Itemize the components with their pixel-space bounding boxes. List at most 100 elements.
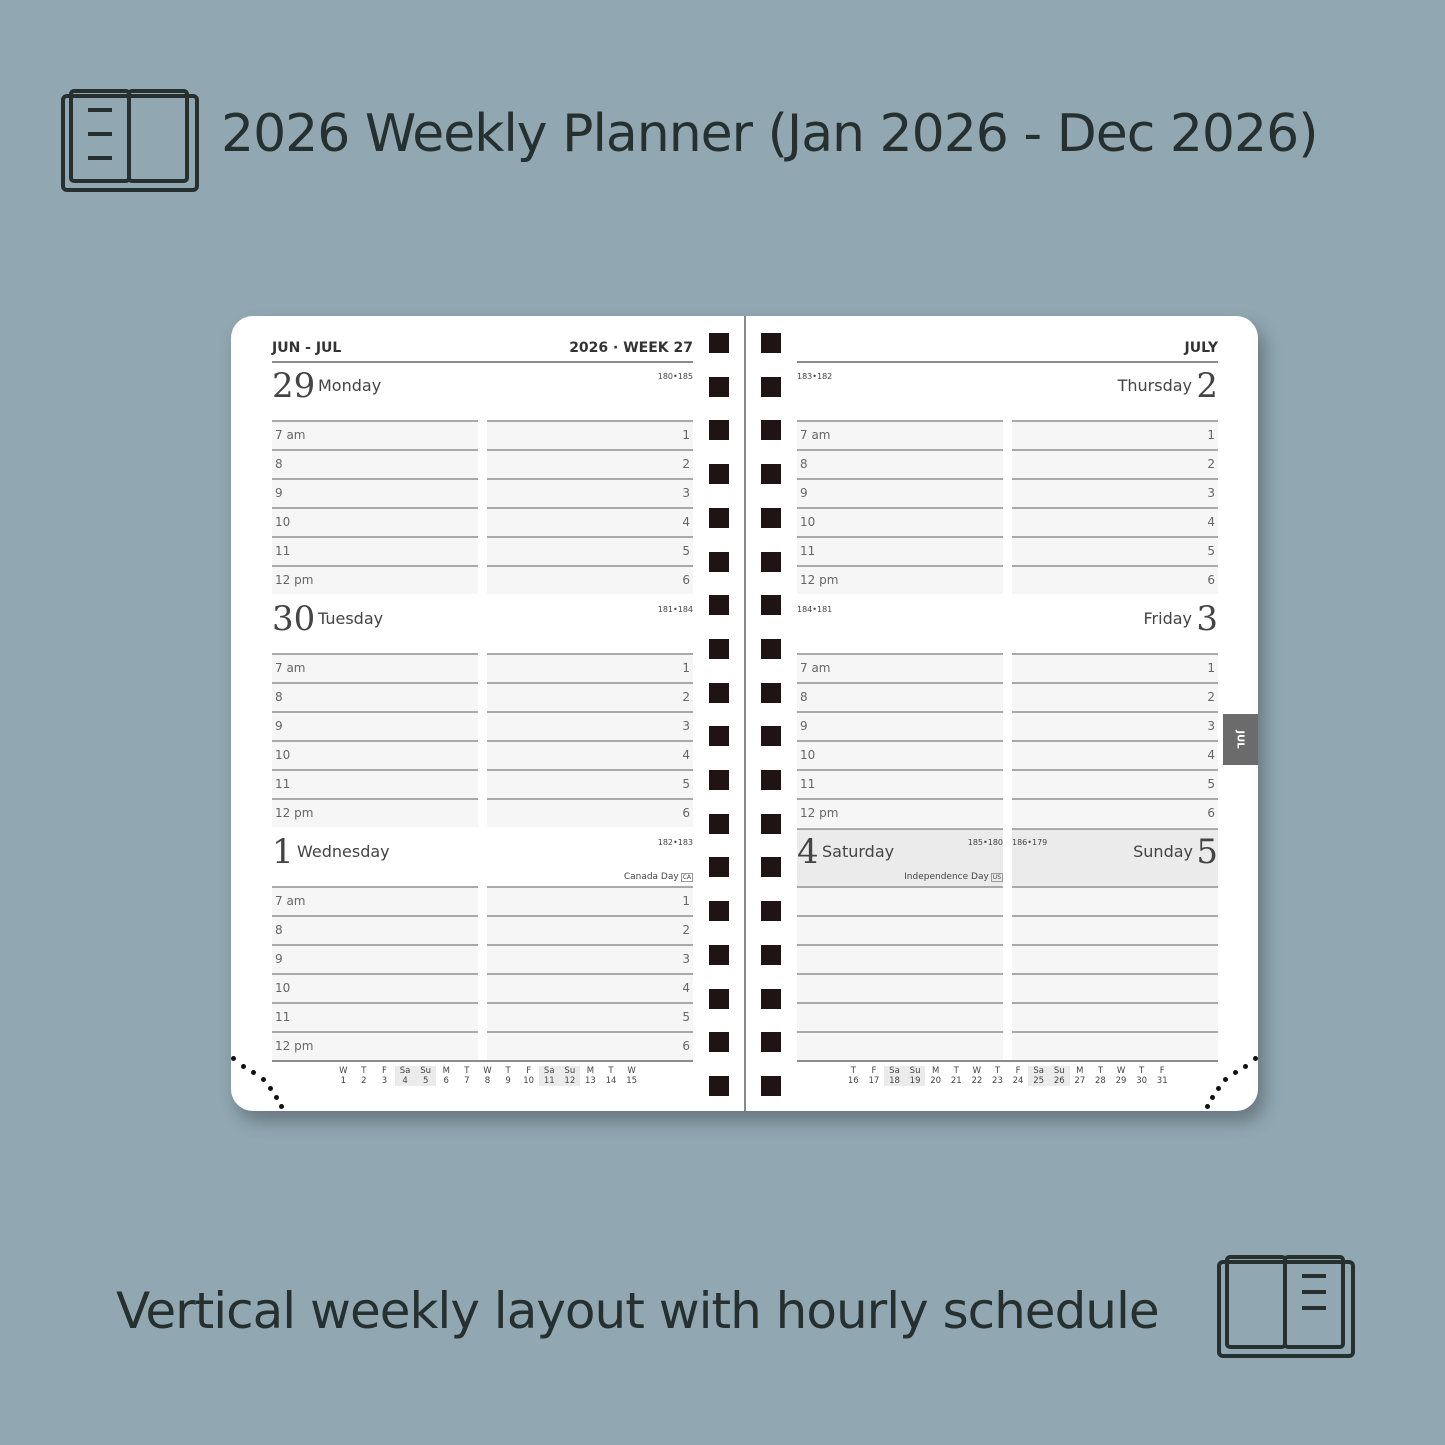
hour-slot[interactable]: 7 am xyxy=(272,420,478,449)
weekday-letter: F xyxy=(1159,1066,1165,1076)
weekend-slot[interactable] xyxy=(797,1031,1003,1060)
mini-calendar-day: W 22 xyxy=(967,1066,988,1086)
date-number: 13 xyxy=(585,1076,596,1086)
spiral-hole xyxy=(761,507,781,528)
hour-slot[interactable]: 12 pm xyxy=(797,798,1003,827)
hour-slot[interactable]: 11 xyxy=(797,769,1003,798)
weekday-letter: M xyxy=(932,1066,940,1076)
weekend-slot[interactable] xyxy=(1012,886,1218,915)
hour-slot[interactable]: 11 xyxy=(272,769,478,798)
numbered-slot[interactable]: 3 xyxy=(487,944,693,973)
holiday-label: Canada Day CA xyxy=(472,872,693,882)
weekday-letter: W xyxy=(627,1066,636,1076)
corner-dot xyxy=(241,1064,246,1069)
hour-slot[interactable]: 11 xyxy=(272,536,478,565)
numbered-slot[interactable]: 1 xyxy=(487,420,693,449)
weekday-letter: T xyxy=(953,1066,959,1076)
numbered-slot[interactable]: 4 xyxy=(1012,507,1218,536)
numbered-slot[interactable]: 2 xyxy=(1012,682,1218,711)
hour-slot[interactable]: 12 pm xyxy=(797,565,1003,594)
day-number: 30 xyxy=(272,599,316,639)
mini-calendar-day: F 17 xyxy=(864,1066,885,1086)
numbered-slot[interactable]: 1 xyxy=(1012,420,1218,449)
holiday-country-badge: US xyxy=(990,873,1003,882)
numbered-slot[interactable]: 6 xyxy=(487,1031,693,1060)
hour-slot[interactable]: 8 xyxy=(797,449,1003,478)
hour-slot[interactable]: 7 am xyxy=(272,653,478,682)
date-number: 18 xyxy=(889,1076,900,1086)
numbered-slot[interactable]: 4 xyxy=(487,973,693,1002)
weekend-slot[interactable] xyxy=(1012,1002,1218,1031)
numbered-slot[interactable]: 4 xyxy=(1012,740,1218,769)
numbered-slot[interactable]: 2 xyxy=(487,915,693,944)
day-of-year: 184•181 xyxy=(797,605,833,614)
right-page-month: JULY xyxy=(1184,340,1218,356)
numbered-slot[interactable]: 6 xyxy=(487,565,693,594)
numbered-slot[interactable]: 3 xyxy=(487,711,693,740)
numbered-slot[interactable]: 2 xyxy=(487,449,693,478)
numbered-slot[interactable]: 5 xyxy=(1012,536,1218,565)
hour-slot[interactable]: 7 am xyxy=(797,420,1003,449)
hour-slot[interactable]: 8 xyxy=(272,449,478,478)
month-tab-label: JUL xyxy=(1235,730,1246,749)
hour-slot[interactable]: 12 pm xyxy=(272,1031,478,1060)
weekday-letter: W xyxy=(972,1066,982,1076)
hour-slot[interactable]: 9 xyxy=(797,478,1003,507)
numbered-slot[interactable]: 5 xyxy=(487,1002,693,1031)
hour-slot[interactable]: 11 xyxy=(272,1002,478,1031)
hour-slot[interactable]: 9 xyxy=(272,478,478,507)
mini-calendar-day: F 24 xyxy=(1008,1066,1029,1086)
hour-slot[interactable]: 9 xyxy=(797,711,1003,740)
weekend-slot[interactable] xyxy=(1012,973,1218,1002)
weekend-slot[interactable] xyxy=(797,973,1003,1002)
numbered-slot[interactable]: 2 xyxy=(487,682,693,711)
weekend-slot[interactable] xyxy=(797,886,1003,915)
numbered-slot[interactable]: 2 xyxy=(1012,449,1218,478)
day-of-year: 180•185 xyxy=(657,372,693,381)
numbered-slot[interactable]: 1 xyxy=(487,886,693,915)
hour-slot[interactable]: 12 pm xyxy=(272,565,478,594)
day-of-year: 183•182 xyxy=(797,372,833,381)
hour-slot[interactable]: 8 xyxy=(272,682,478,711)
hour-slot[interactable]: 8 xyxy=(797,682,1003,711)
date-number: 1 xyxy=(340,1076,346,1086)
hour-slot[interactable]: 10 xyxy=(272,507,478,536)
month-tab-jul[interactable]: JUL xyxy=(1223,714,1258,765)
numbered-slot[interactable]: 1 xyxy=(1012,653,1218,682)
weekend-slot[interactable] xyxy=(1012,915,1218,944)
numbered-slot[interactable]: 4 xyxy=(487,507,693,536)
numbered-slot[interactable]: 6 xyxy=(1012,798,1218,827)
hour-slot[interactable]: 9 xyxy=(272,944,478,973)
numbered-slot[interactable]: 3 xyxy=(1012,478,1218,507)
hour-slot[interactable]: 12 pm xyxy=(272,798,478,827)
numbered-slot[interactable]: 1 xyxy=(487,653,693,682)
hour-slot[interactable]: 10 xyxy=(797,740,1003,769)
hour-slot[interactable]: 7 am xyxy=(272,886,478,915)
day-of-year: 186•179 xyxy=(1012,838,1048,847)
date-number: 11 xyxy=(543,1076,555,1086)
hour-slot[interactable]: 10 xyxy=(272,973,478,1002)
hour-slot[interactable]: 11 xyxy=(797,536,1003,565)
numbered-slot[interactable]: 5 xyxy=(487,536,693,565)
weekend-slot[interactable] xyxy=(797,915,1003,944)
numbered-slot[interactable]: 5 xyxy=(487,769,693,798)
numbered-slot[interactable]: 5 xyxy=(1012,769,1218,798)
weekend-slot[interactable] xyxy=(1012,1031,1218,1060)
weekend-slot[interactable] xyxy=(797,1002,1003,1031)
numbered-slot[interactable]: 3 xyxy=(487,478,693,507)
numbered-slot[interactable]: 6 xyxy=(1012,565,1218,594)
weekend-slot[interactable] xyxy=(1012,944,1218,973)
spiral-hole xyxy=(761,1075,781,1096)
hour-slot[interactable]: 9 xyxy=(272,711,478,740)
hour-slot[interactable]: 8 xyxy=(272,915,478,944)
corner-dot xyxy=(231,1056,236,1061)
numbered-slot[interactable]: 3 xyxy=(1012,711,1218,740)
hour-slot[interactable]: 10 xyxy=(797,507,1003,536)
weekend-slot[interactable] xyxy=(797,944,1003,973)
hour-slot[interactable]: 10 xyxy=(272,740,478,769)
day-name: Friday xyxy=(1143,609,1193,628)
numbered-slot[interactable]: 4 xyxy=(487,740,693,769)
hour-slot[interactable]: 7 am xyxy=(797,653,1003,682)
sunday-header xyxy=(1012,828,1218,886)
numbered-slot[interactable]: 6 xyxy=(487,798,693,827)
